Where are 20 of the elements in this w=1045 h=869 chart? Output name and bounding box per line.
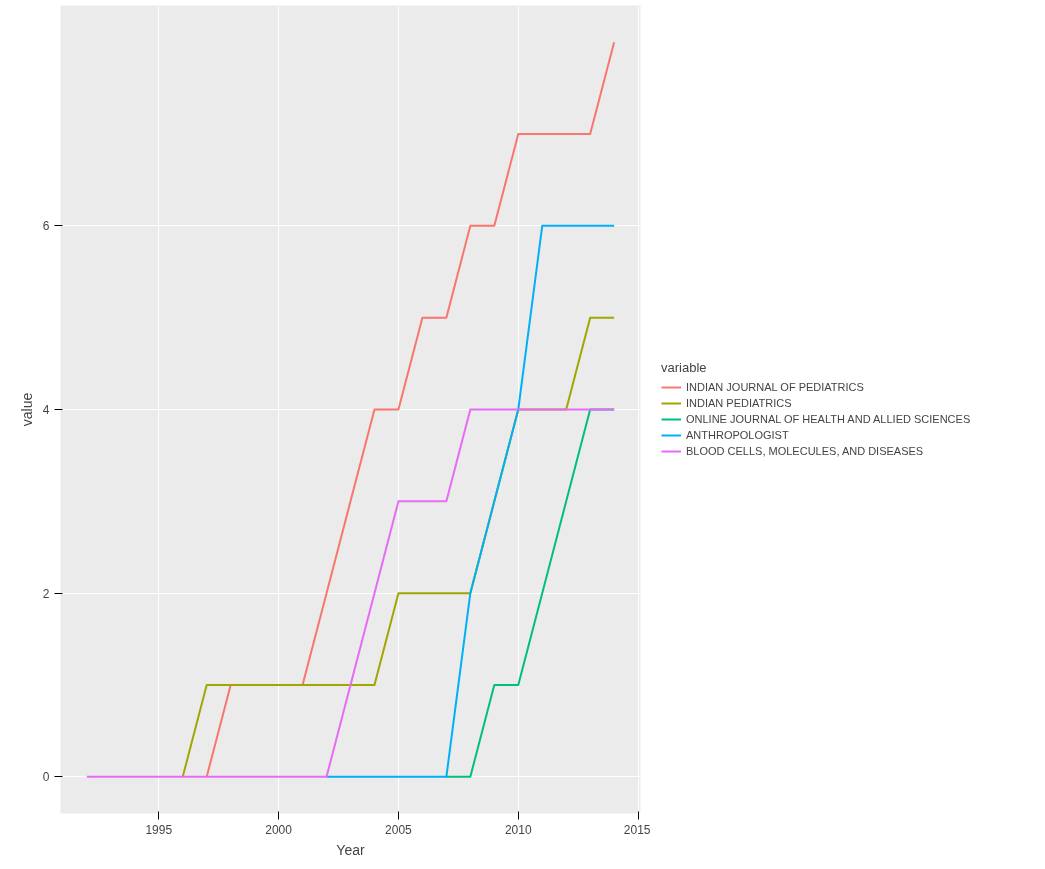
x-tick-label: 2015 [623, 822, 651, 837]
line-series [85, 408, 616, 778]
x-tick-label: 2010 [504, 822, 532, 837]
y-tick-label: 4 [42, 403, 50, 417]
legend-label: INDIAN JOURNAL OF PEDIATRICS [686, 380, 864, 394]
y-tick-label: 2 [42, 586, 50, 601]
legend-label: ONLINE JOURNAL OF HEALTH AND ALLIED SCIENCES [686, 412, 971, 426]
y-tick-label: 6 [42, 219, 50, 234]
legend-label: BLOOD CELLS, MOLECULES, AND DISEASES [686, 444, 924, 458]
y-tick-label: 0 [42, 770, 50, 785]
x-axis-title: Year [336, 841, 365, 858]
line-series [325, 224, 616, 778]
legend-title: variable [661, 360, 708, 375]
line-series [205, 41, 616, 778]
legend-label: INDIAN PEDIATRICS [686, 396, 792, 410]
y-axis-title: value [18, 392, 35, 427]
x-tick-label: 2000 [265, 822, 293, 837]
x-tick-label: 2005 [385, 822, 413, 837]
x-tick-label: 1995 [145, 822, 173, 837]
legend-label: ANTHROPOLOGIST [686, 428, 789, 442]
